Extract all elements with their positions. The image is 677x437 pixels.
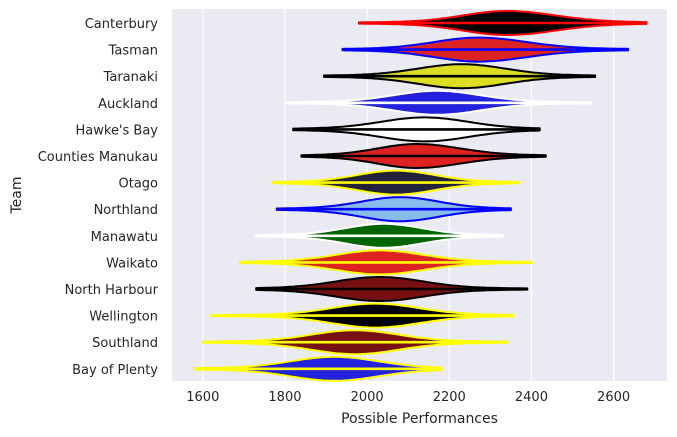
y-tick-label: Bay of Plenty bbox=[72, 363, 158, 378]
y-tick-label: Taranaki bbox=[103, 70, 158, 85]
x-tick-label: 2400 bbox=[515, 390, 548, 405]
x-tick-label: 2600 bbox=[597, 390, 630, 405]
x-tick-label: 2000 bbox=[351, 390, 384, 405]
y-tick-label: Tasman bbox=[108, 44, 158, 59]
y-tick-label: Auckland bbox=[98, 97, 158, 112]
y-tick-label: Wellington bbox=[89, 310, 158, 325]
y-tick-label: Canterbury bbox=[85, 17, 159, 32]
y-tick-label: Hawke's Bay bbox=[76, 123, 159, 138]
y-tick-label: Otago bbox=[118, 177, 158, 192]
y-tick-label: North Harbour bbox=[65, 283, 159, 298]
x-tick-label: 1600 bbox=[186, 390, 219, 405]
plot-background bbox=[172, 9, 667, 381]
x-tick-label: 2200 bbox=[433, 390, 466, 405]
violins bbox=[193, 10, 648, 382]
y-tick-label: Waikato bbox=[106, 256, 158, 271]
y-tick-label: Northland bbox=[94, 203, 158, 218]
y-tick-label: Counties Manukau bbox=[38, 150, 158, 165]
y-tick-label: Southland bbox=[92, 336, 158, 351]
x-tick-label: 1800 bbox=[268, 390, 301, 405]
y-tick-label: Manawatu bbox=[91, 230, 158, 245]
y-axis-label: Team bbox=[9, 176, 25, 214]
x-tick-labels: 1600 1800 2000 2200 2400 2600 bbox=[186, 390, 630, 405]
x-axis-label: Possible Performances bbox=[341, 411, 498, 427]
y-tick-labels: Canterbury Tasman Taranaki Auckland Hawke's … bbox=[38, 17, 159, 378]
